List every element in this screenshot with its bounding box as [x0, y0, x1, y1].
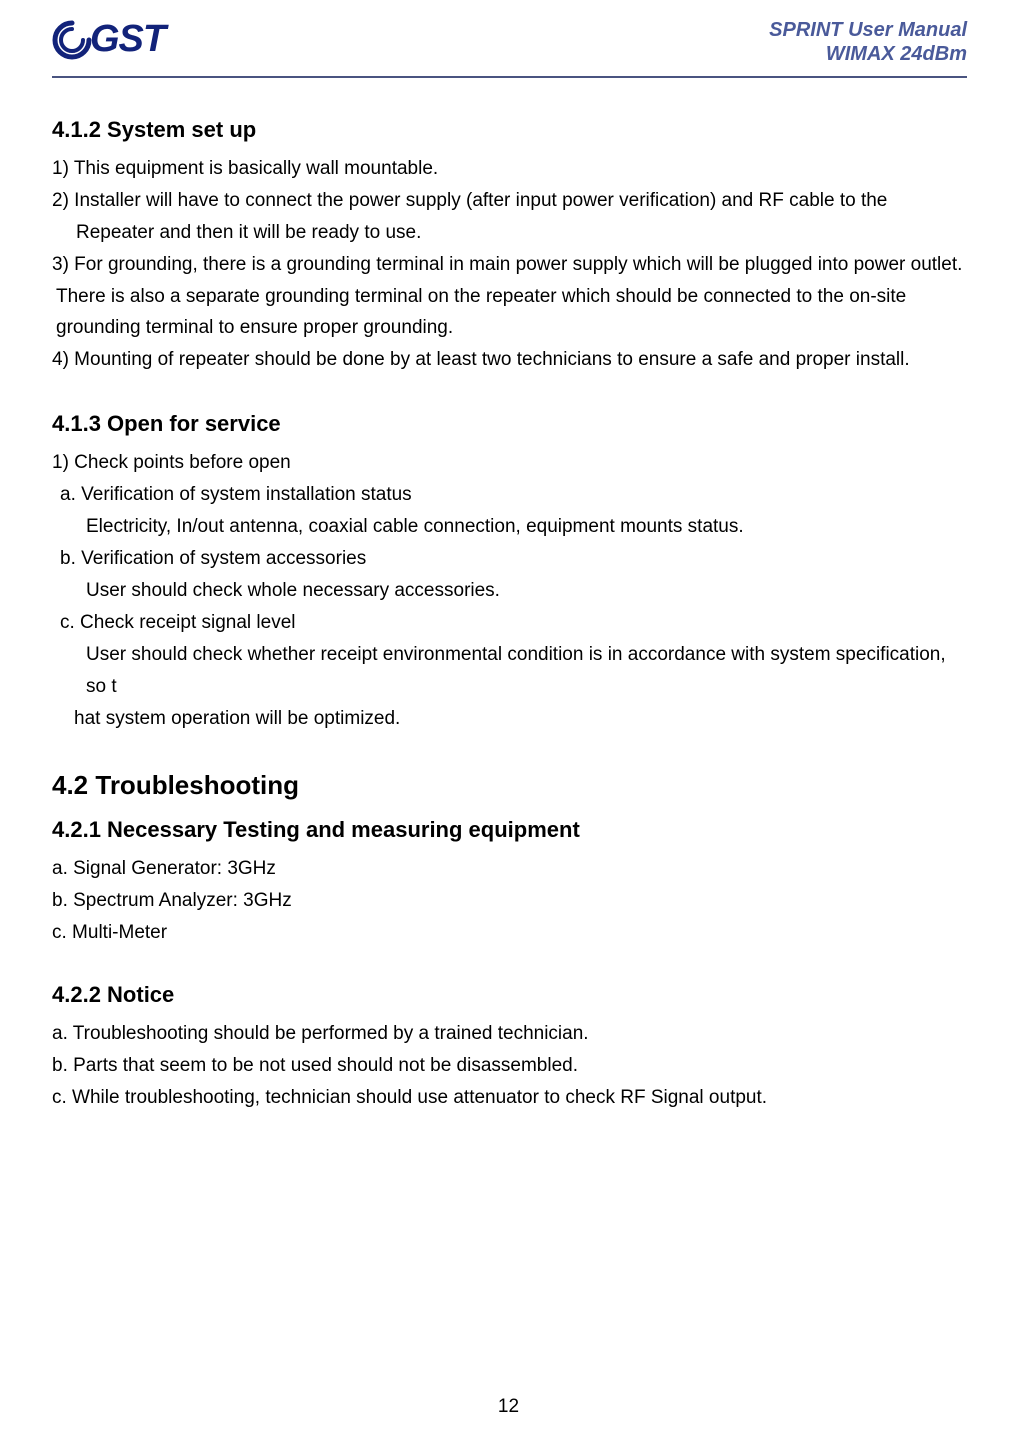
body-text: Electricity, In/out antenna, coaxial cab… [52, 511, 967, 543]
body-text: c. Multi-Meter [52, 917, 967, 949]
page-number: 12 [498, 1396, 519, 1417]
body-text: a. Troubleshooting should be performed b… [52, 1018, 967, 1050]
heading-413: 4.1.3 Open for service [52, 406, 967, 443]
body-text: There is also a separate grounding termi… [52, 281, 967, 313]
body-text: c. Check receipt signal level [52, 607, 967, 639]
body-text: hat system operation will be optimized. [52, 703, 967, 735]
body-text: 4) Mounting of repeater should be done b… [52, 344, 967, 376]
body-text: 1) This equipment is basically wall moun… [52, 153, 967, 185]
body-text: c. While troubleshooting, technician sho… [52, 1082, 967, 1114]
header-title-1: SPRINT User Manual [769, 18, 967, 42]
body-text: 2) Installer will have to connect the po… [52, 185, 967, 217]
body-text: User should check whether receipt enviro… [52, 639, 967, 703]
page-footer: 12 [0, 1396, 1017, 1418]
heading-422: 4.2.2 Notice [52, 977, 967, 1014]
logo-swirl-icon [52, 20, 92, 60]
header-right: SPRINT User Manual WIMAX 24dBm [769, 18, 967, 66]
body-text: 1) Check points before open [52, 447, 967, 479]
body-text: 3) For grounding, there is a grounding t… [52, 249, 967, 281]
heading-42: 4.2 Troubleshooting [52, 764, 967, 808]
logo-label: GST [90, 18, 165, 61]
body-text: b. Spectrum Analyzer: 3GHz [52, 885, 967, 917]
body-text: a. Verification of system installation s… [52, 479, 967, 511]
body-text: Repeater and then it will be ready to us… [52, 217, 967, 249]
body-text: b. Verification of system accessories [52, 543, 967, 575]
logo-text: GST [52, 18, 192, 61]
body-text: User should check whole necessary access… [52, 575, 967, 607]
logo: GST [52, 18, 192, 58]
header-title-2: WIMAX 24dBm [769, 42, 967, 66]
heading-412: 4.1.2 System set up [52, 112, 967, 149]
heading-421: 4.2.1 Necessary Testing and measuring eq… [52, 812, 967, 849]
body-text: b. Parts that seem to be not used should… [52, 1050, 967, 1082]
body-text: a. Signal Generator: 3GHz [52, 853, 967, 885]
body-text: grounding terminal to ensure proper grou… [52, 312, 967, 344]
page-content: 4.1.2 System set up 1) This equipment is… [52, 78, 967, 1113]
page-header: GST SPRINT User Manual WIMAX 24dBm [52, 18, 967, 78]
